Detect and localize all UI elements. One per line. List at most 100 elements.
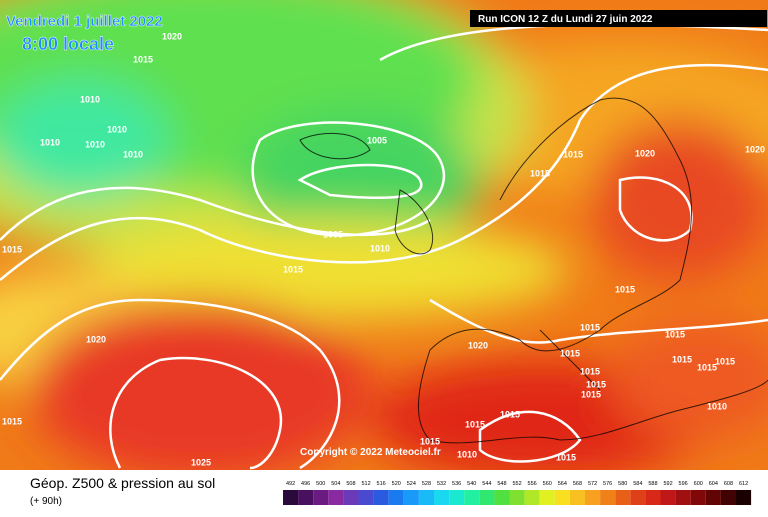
isobar-label: 1015 [580,366,600,376]
scale-label: 568 [573,481,582,487]
forecast-time: 8:00 locale [22,34,114,54]
scale-label: 532 [437,481,446,487]
scale-label: 588 [648,481,657,487]
isobar-label: 1010 [107,124,127,134]
scale-label: 520 [392,481,401,487]
scale-label: 528 [422,481,431,487]
isobar-label: 1015 [500,409,520,419]
isobar-label: 1015 [2,244,22,254]
scale-label: 600 [694,481,703,487]
scale-swatch [418,490,434,505]
scale-swatch [645,490,661,505]
isobar-label: 1015 [615,284,635,294]
scale-label: 580 [618,481,627,487]
isobar-label: 1015 [420,436,440,446]
isobar-label: 1005 [323,229,343,239]
isobar-label: 1010 [123,149,143,159]
scale-swatch [298,490,314,505]
isobar-label: 1015 [697,362,717,372]
isobar-label: 1010 [40,137,60,147]
isobar-label: 1015 [665,329,685,339]
scale-label: 596 [679,481,688,487]
scale-label: 524 [407,481,416,487]
scale-label: 508 [346,481,355,487]
isobar-label: 1015 [580,322,600,332]
isobar-label: 1015 [530,168,550,178]
scale-swatch [539,490,555,505]
scale-label: 516 [377,481,386,487]
color-scale: 492 496 500 504 508 512 516 520 524 528 532 536 540 5… [283,481,752,505]
isobar-label: 1015 [465,419,485,429]
scale-swatch [736,490,752,505]
map-field [0,0,768,480]
scale-swatch [720,490,736,505]
scale-swatch [358,490,374,505]
scale-label: 504 [331,481,340,487]
scale-label: 496 [301,481,310,487]
scale-label: 564 [558,481,567,487]
isobar-label: 1015 [586,379,606,389]
scale-swatch [569,490,585,505]
scale-label: 576 [603,481,612,487]
scale-swatch [313,490,329,505]
scale-swatch [705,490,721,505]
scale-label: 552 [512,481,521,487]
isobar-label: 1020 [162,31,182,41]
scale-swatch [403,490,419,505]
isobar-label: 1020 [745,144,765,154]
isobar-label: 1015 [563,149,583,159]
isobar-label: 1015 [133,54,153,64]
scale-swatch [343,490,359,505]
isobar-label: 1005 [367,135,387,145]
isobar-label: 1020 [86,334,106,344]
scale-swatch [509,490,525,505]
legend-lead: (+ 90h) [30,496,62,507]
isobar-label: 1015 [283,264,303,274]
scale-label: 556 [528,481,537,487]
scale-swatch [524,490,540,505]
scale-label: 604 [709,481,718,487]
scale-label: 536 [452,481,461,487]
scale-label: 612 [739,481,748,487]
isobar-label: 1010 [457,449,477,459]
isobar-label: 1015 [560,348,580,358]
scale-swatch [600,490,616,505]
scale-swatch [494,490,510,505]
scale-swatch [373,490,389,505]
isobar-label: 1025 [191,457,211,467]
scale-swatch [283,490,299,505]
scale-swatch [388,490,404,505]
scale-swatch [554,490,570,505]
isobar-label: 1010 [707,401,727,411]
isobar-label: 1010 [370,243,390,253]
scale-swatch [615,490,631,505]
scale-swatch [449,490,465,505]
scale-swatch [630,490,646,505]
scale-label: 544 [482,481,491,487]
scale-label: 560 [543,481,552,487]
isobar-label: 1015 [581,389,601,399]
isobar-label: 1015 [672,354,692,364]
scale-label: 492 [286,481,295,487]
isobar-label: 1010 [85,139,105,149]
scale-swatch [585,490,601,505]
scale-swatch [479,490,495,505]
scale-label: 500 [316,481,325,487]
scale-swatch [328,490,344,505]
isobar-label: 1015 [556,452,576,462]
scale-label: 572 [588,481,597,487]
isobar-label: 1015 [715,356,735,366]
run-info: Run ICON 12 Z du Lundi 27 juin 2022 [478,14,653,25]
isobar-label: 1020 [468,340,488,350]
scale-swatch [434,490,450,505]
scale-label: 584 [633,481,642,487]
copyright: Copyright © 2022 Meteociel.fr [300,447,441,458]
scale-label: 548 [497,481,506,487]
scale-label: 540 [467,481,476,487]
scale-swatch [464,490,480,505]
scale-swatch [675,490,691,505]
scale-label: 608 [724,481,733,487]
isobar-label: 1015 [2,416,22,426]
scale-label: 592 [663,481,672,487]
